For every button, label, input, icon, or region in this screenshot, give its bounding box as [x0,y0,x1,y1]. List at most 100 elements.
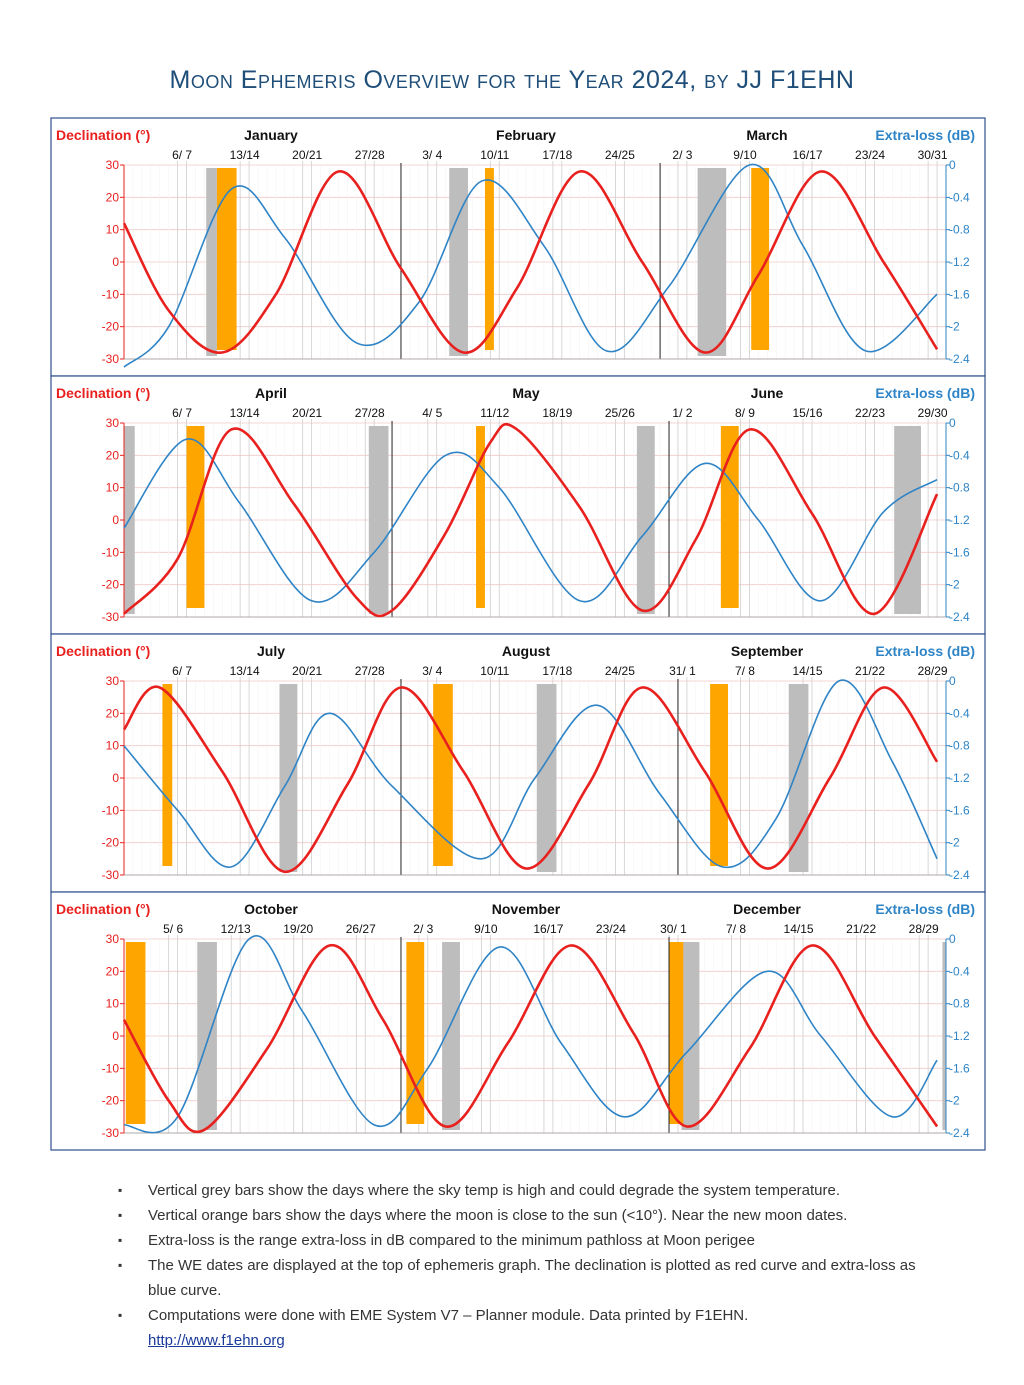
y2-tick-label: -2.4 [949,868,970,882]
declination-axis-label: Declination (°) [56,127,150,143]
y-tick-label: -10 [102,545,120,559]
weekend-date-label: 22/23 [855,406,885,420]
y-tick-label: -20 [102,1094,120,1108]
orange-sun-bar [751,168,770,350]
y-tick-label: -30 [102,1126,120,1140]
note-text: Computations were done with EME System V… [148,1307,749,1324]
note-computations: ▪ Computations were done with EME System … [118,1303,918,1353]
orange-sun-bar [669,942,684,1124]
note-text: The WE dates are displayed at the top of… [148,1257,916,1299]
y2-tick-label: -1.2 [949,1029,970,1043]
y-tick-label: 0 [112,255,119,269]
y2-tick-label: -2.4 [949,352,970,366]
bullet-icon: ▪ [118,1308,123,1322]
extra-loss-axis-label: Extra-loss (dB) [875,643,975,659]
weekend-date-label: 18/19 [542,406,572,420]
declination-curve [122,170,939,354]
orange-sun-bar [710,684,728,866]
y-tick-label: 30 [106,158,120,172]
y-tick-label: 10 [106,997,120,1011]
grey-sky-temp-bar [697,168,727,356]
y-tick-label: 20 [106,190,120,204]
grey-sky-temp-bar [197,942,217,1130]
weekend-date-label: 6/ 7 [172,148,192,162]
weekend-date-label: 26/27 [346,922,376,936]
y-tick-label: 20 [106,706,120,720]
bullet-icon: ▪ [118,1208,123,1222]
weekend-date-label: 17/18 [542,148,572,162]
grey-sky-temp-bar [788,684,809,872]
month-label: January [244,127,298,143]
declination-curve [122,685,939,874]
grey-sky-temp-bar [942,942,946,1130]
weekend-date-label: 24/25 [605,664,635,678]
weekend-date-label: 9/10 [733,148,757,162]
y2-tick-label: -0.4 [949,964,970,978]
extra-loss-axis-label: Extra-loss (dB) [875,127,975,143]
extra-loss-curve [123,163,938,368]
y2-tick-label: -1.6 [949,545,970,559]
bullet-icon: ▪ [118,1233,123,1247]
y2-tick-label: -2 [949,1094,960,1108]
month-label: December [733,901,801,917]
y-tick-label: 30 [106,932,120,946]
extra-loss-curve [123,438,938,603]
grey-sky-temp-bar [368,426,389,614]
grey-sky-temp-bar [681,942,700,1130]
y-tick-label: 20 [106,448,120,462]
weekend-date-label: 27/28 [355,148,385,162]
month-label: May [512,385,539,401]
weekend-date-label: 27/28 [355,406,385,420]
chart-panel: 30 20 10 0 -10 -20 -30 0 -0.4 -0.8 -1.2 -1.6 -2 -2.4 D… [50,375,986,635]
y-tick-label: 10 [106,223,120,237]
weekend-date-label: 9/10 [474,922,498,936]
y-tick-label: 0 [112,1029,119,1043]
y-tick-label: -30 [102,610,120,624]
weekend-date-label: 20/21 [292,664,322,678]
y2-tick-label: -0.8 [949,223,970,237]
weekend-date-label: 14/15 [792,664,822,678]
weekend-date-label: 6/ 7 [172,664,192,678]
y-tick-label: 20 [106,964,120,978]
month-label: April [255,385,287,401]
weekend-date-label: 3/ 4 [422,148,442,162]
y-tick-label: 30 [106,674,120,688]
y2-tick-label: -1.6 [949,287,970,301]
weekend-date-label: 12/13 [221,922,251,936]
y2-tick-label: -0.4 [949,706,970,720]
extra-loss-axis-label: Extra-loss (dB) [875,901,975,917]
weekend-date-label: 20/21 [292,406,322,420]
weekend-date-label: 1/ 2 [672,406,692,420]
extra-loss-curve [123,935,938,1134]
bullet-icon: ▪ [118,1183,123,1197]
ephemeris-charts: 3020100-10-20-300-0.4-0.8-1.2-1.6-2-2.4D… [50,117,986,1151]
weekend-date-label: 16/17 [792,148,822,162]
orange-sun-bar [162,684,173,866]
weekend-date-label: 7/ 8 [735,664,755,678]
weekend-date-label: 13/14 [230,664,260,678]
y2-tick-label: -2 [949,578,960,592]
y-tick-label: 0 [112,513,119,527]
notes-list: ▪ Vertical grey bars show the days where … [118,1178,918,1353]
y2-tick-label: -0.4 [949,190,970,204]
weekend-date-label: 4/ 5 [422,406,442,420]
panel-frame [50,891,986,1151]
grey-sky-temp-bar [449,168,468,356]
website-link[interactable]: http://www.f1ehn.org [148,1332,285,1349]
grey-sky-temp-bar [206,168,217,356]
y-tick-label: -30 [102,868,120,882]
weekend-date-label: 15/16 [792,406,822,420]
weekend-date-label: 17/18 [542,664,572,678]
grey-sky-temp-bar [279,684,298,872]
y-tick-label: -10 [102,1061,120,1075]
month-label: February [496,127,556,143]
orange-sun-bar [216,168,237,350]
orange-sun-bar [476,426,485,608]
month-label: November [492,901,561,917]
y-tick-label: -20 [102,836,120,850]
weekend-date-label: 13/14 [230,148,260,162]
y2-tick-label: -2 [949,320,960,334]
y-tick-label: -10 [102,803,120,817]
weekend-date-label: 27/28 [355,664,385,678]
chart-panel: 30 20 10 0 -10 -20 -30 0 -0.4 -0.8 -1.2 -1.6 -2 -2.4 D… [50,891,986,1151]
